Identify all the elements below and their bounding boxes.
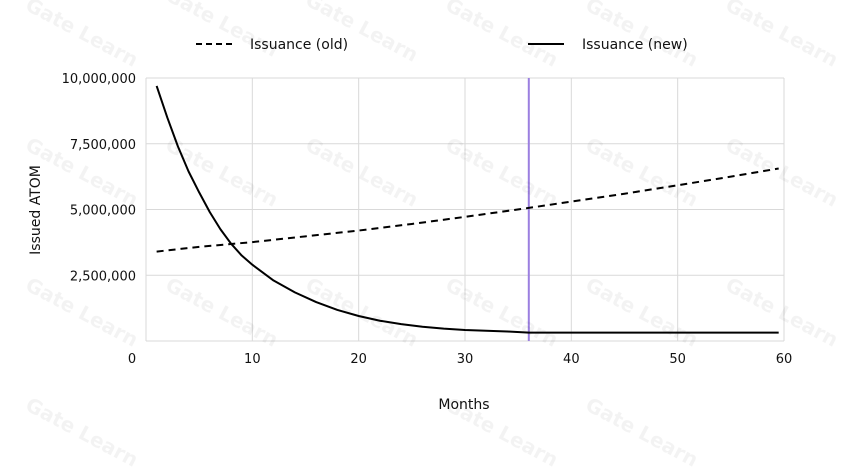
x-tick-label: 60 (776, 352, 793, 367)
legend-label: Issuance (new) (582, 37, 688, 53)
x-axis-title: Months (438, 397, 489, 413)
legend: Issuance (old) Issuance (new) (196, 37, 688, 53)
series-line-new (155, 85, 779, 334)
legend-label: Issuance (old) (250, 37, 348, 53)
y-axis-title: Issued ATOM (28, 165, 44, 255)
x-tick-label: 10 (244, 352, 261, 367)
y-tick-label: 2,500,000 (70, 269, 136, 284)
y-tick-label: 7,500,000 (70, 138, 136, 153)
x-tick-label: 30 (457, 352, 474, 367)
y-tick-label: 10,000,000 (62, 72, 136, 87)
line-chart: 0 10 20 30 40 50 60 2,500,000 5,000,000 7,500,000… (28, 37, 793, 413)
x-tick-label: 20 (350, 352, 367, 367)
x-tick-label: 40 (563, 352, 580, 367)
grid-lines (145, 77, 785, 342)
x-tick-label: 50 (669, 352, 686, 367)
x-tick-label: 0 (128, 352, 136, 367)
y-tick-label: 5,000,000 (70, 204, 136, 219)
series-lines (155, 85, 779, 334)
tick-labels: 0 10 20 30 40 50 60 2,500,000 5,000,000 7,500,000… (62, 72, 793, 367)
series-line-old (156, 167, 779, 253)
